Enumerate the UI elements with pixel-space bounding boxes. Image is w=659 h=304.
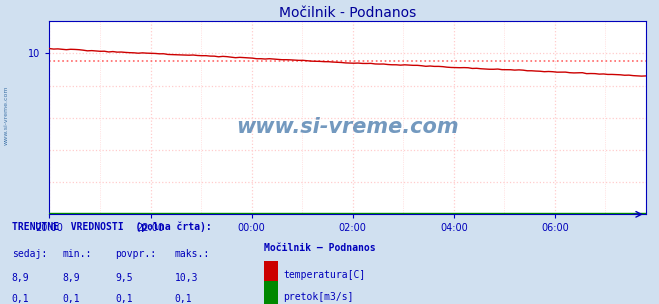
Text: povpr.:: povpr.: [115, 249, 156, 259]
Text: 10,3: 10,3 [175, 273, 198, 283]
Text: www.si-vreme.com: www.si-vreme.com [4, 86, 9, 145]
Text: 0,1: 0,1 [12, 294, 30, 304]
Text: maks.:: maks.: [175, 249, 210, 259]
Text: TRENUTNE  VREDNOSTI  (polna črta):: TRENUTNE VREDNOSTI (polna črta): [12, 221, 212, 232]
Text: sedaj:: sedaj: [12, 249, 47, 259]
Title: Močilnik - Podnanos: Močilnik - Podnanos [279, 6, 416, 20]
Text: 0,1: 0,1 [115, 294, 133, 304]
Text: 0,1: 0,1 [63, 294, 80, 304]
Text: temperatura[C]: temperatura[C] [283, 270, 366, 280]
Text: 8,9: 8,9 [63, 273, 80, 283]
Text: min.:: min.: [63, 249, 92, 259]
Text: 0,1: 0,1 [175, 294, 192, 304]
Text: 9,5: 9,5 [115, 273, 133, 283]
Text: 8,9: 8,9 [12, 273, 30, 283]
Text: pretok[m3/s]: pretok[m3/s] [283, 292, 354, 302]
Text: www.si-vreme.com: www.si-vreme.com [237, 117, 459, 137]
Text: Močilnik – Podnanos: Močilnik – Podnanos [264, 243, 375, 253]
